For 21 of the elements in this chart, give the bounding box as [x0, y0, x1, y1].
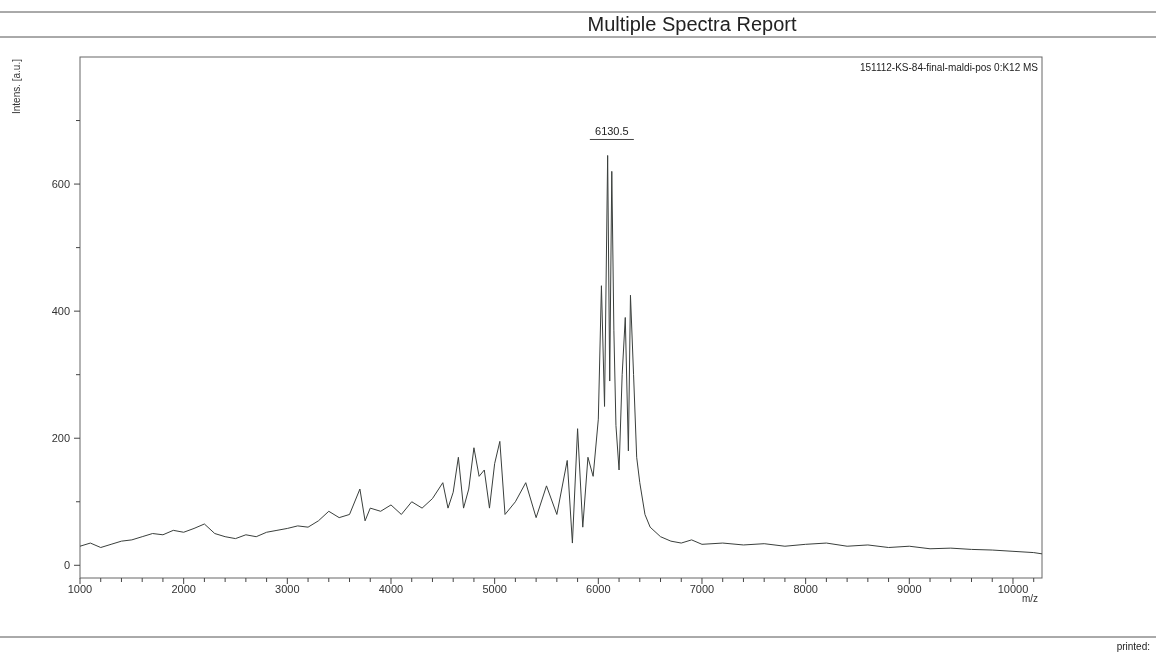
x-tick-label: 1000 [67, 583, 93, 595]
x-tick-label: 10000 [997, 583, 1029, 595]
x-tick-label: 9000 [897, 583, 922, 595]
chart-title: Multiple Spectra Report [587, 13, 797, 35]
y-tick-label: 0 [63, 559, 70, 572]
x-tick-label: 3000 [275, 583, 300, 595]
x-tick-label: 2000 [171, 583, 196, 595]
annotation: 6130.5 [595, 125, 629, 138]
x-tick-label: 7000 [689, 583, 715, 595]
x-axis-title: m/z [1021, 593, 1039, 604]
annotation: 151112-KS-84-final-maldi-pos 0:K12 MS [859, 62, 1039, 73]
y-tick-label: 400 [51, 305, 70, 318]
x-tick-label: 6000 [586, 583, 611, 595]
x-tick-label: 4000 [378, 583, 404, 595]
line-series [79, 154, 1043, 555]
x-tick-label: 5000 [482, 583, 507, 595]
y-tick-label: 200 [51, 432, 70, 445]
x-tick-label: 8000 [793, 583, 818, 595]
y-tick-label: 600 [51, 178, 70, 191]
text: printed: [1116, 641, 1150, 652]
y-axis-title: Intens. [a.u.] [11, 58, 22, 115]
